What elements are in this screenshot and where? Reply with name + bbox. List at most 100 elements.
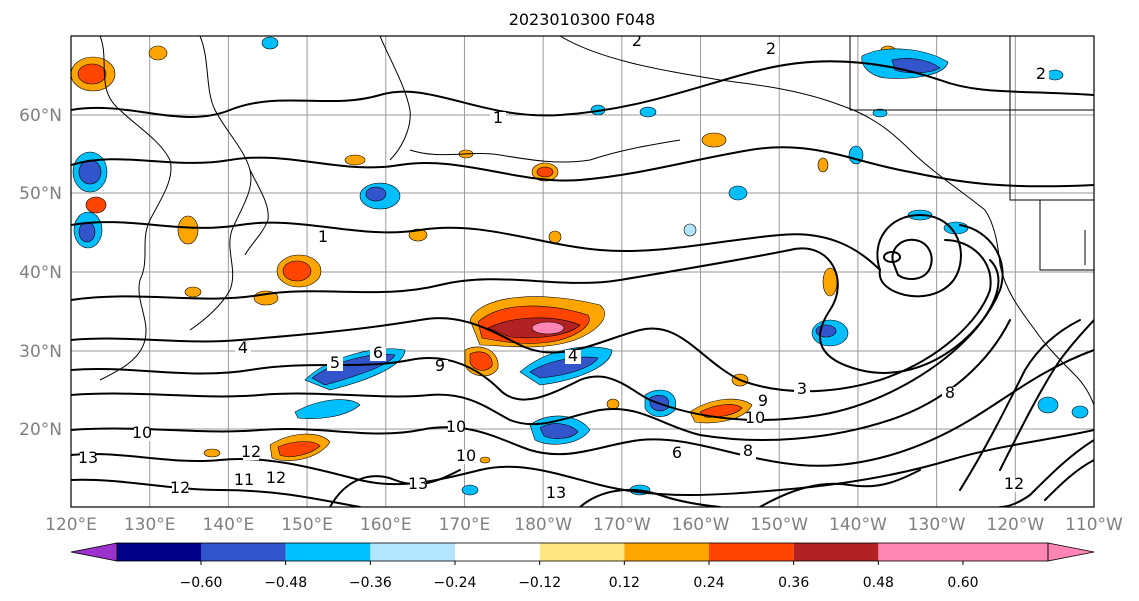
contour-label: 13 — [78, 448, 98, 467]
lon-label: 170°W — [593, 515, 651, 535]
colorbar-tick-label: 0.60 — [947, 575, 978, 591]
contour-label: 4 — [238, 338, 248, 357]
contour-label: 10 — [745, 408, 765, 427]
colorbar: −0.60 −0.48 −0.36 −0.24 −0.12 0.12 0.24 0.36 0.4… — [70, 542, 1095, 591]
contour-label: 12 — [266, 468, 286, 487]
colorbar-segment — [201, 543, 286, 561]
contour-label-halo — [942, 387, 958, 401]
contour-label: 2 — [1036, 64, 1046, 83]
longitude-axis: 120°E 130°E 140°E 150°E 160°E 170°E 180°W 170°W… — [45, 515, 1123, 535]
colorbar-tick-label: −0.24 — [434, 575, 477, 591]
contour-label-halo — [243, 446, 259, 460]
contour-label: 4 — [568, 346, 578, 365]
contour-label-halo — [548, 487, 564, 501]
contours — [71, 60, 1094, 507]
contour-label-halo — [315, 231, 331, 245]
contour-label-halo — [794, 383, 810, 397]
contour-label: 10 — [132, 423, 152, 442]
colorbar-tick-label: −0.48 — [264, 575, 307, 591]
contour-label-halo — [490, 112, 506, 126]
colorbar-extend-high — [1047, 542, 1095, 562]
lat-label-30n: 30°N — [19, 342, 62, 362]
contour-label: 2 — [766, 39, 776, 58]
contour-label: 5 — [330, 353, 340, 372]
contour-label-halo — [410, 478, 426, 492]
colorbar-segment — [370, 543, 455, 561]
contour-label: 13 — [408, 474, 428, 493]
colorbar-tick-label: 0.24 — [693, 575, 724, 591]
colorbar-tick-label: −0.36 — [349, 575, 392, 591]
contour-label-halo — [268, 472, 284, 486]
colorbar-tick-label: 0.48 — [863, 575, 894, 591]
contour-label: 6 — [373, 343, 383, 362]
latitude-axis: 60°N 50°N 40°N 30°N 20°N — [19, 106, 62, 440]
lon-label: 120°W — [986, 515, 1044, 535]
contour-label: 6 — [672, 443, 682, 462]
colorbar-tick-label: −0.60 — [180, 575, 223, 591]
colorbar-segment — [624, 543, 709, 561]
contour-label: 11 — [234, 470, 254, 489]
contour-label-halo — [1006, 478, 1022, 492]
contour-label: 1 — [318, 227, 328, 246]
contour-label-halo — [747, 412, 763, 426]
lon-label: 140°E — [203, 515, 255, 535]
lat-label-50n: 50°N — [19, 184, 62, 204]
lat-label-40n: 40°N — [19, 263, 62, 283]
lon-label: 150°W — [750, 515, 808, 535]
contour-label: 12 — [170, 478, 190, 497]
lon-label: 130°W — [908, 515, 966, 535]
colorbar-segment — [709, 543, 794, 561]
lon-label: 180°W — [514, 515, 572, 535]
colorbar-segment — [878, 543, 963, 561]
lon-label: 130°E — [124, 515, 176, 535]
colorbar-segment — [285, 543, 371, 561]
contour-label: 12 — [241, 442, 261, 461]
colorbar-segment — [963, 543, 1048, 561]
contour-label: 8 — [945, 383, 955, 402]
contour-label-halo — [370, 347, 386, 361]
contour-label-halo — [763, 43, 779, 57]
contour-label-halo — [172, 482, 188, 496]
lat-label-60n: 60°N — [19, 106, 62, 126]
contour-label: 12 — [1004, 474, 1024, 493]
contour-label: 2 — [632, 31, 642, 50]
contour-label: 10 — [446, 417, 466, 436]
lon-label: 150°E — [281, 515, 333, 535]
contour-label-halo — [327, 357, 343, 371]
contour-label-halo — [236, 474, 252, 488]
contour-label: 13 — [546, 483, 566, 502]
colorbar-tick-label: 0.36 — [778, 575, 809, 591]
contour-label-halo — [448, 421, 464, 435]
colorbar-tick-label: −0.12 — [518, 575, 561, 591]
colorbar-tick-label: 0.12 — [609, 575, 640, 591]
contour-label-halo — [755, 395, 771, 409]
colorbar-frame — [116, 542, 1049, 562]
contour-label: 8 — [743, 441, 753, 460]
lon-label: 120°E — [45, 515, 97, 535]
contour-label: 9 — [435, 356, 445, 375]
colorbar-segment — [455, 543, 540, 561]
contour-label: 1 — [493, 108, 503, 127]
lon-label: 140°W — [829, 515, 887, 535]
contour-label-halo — [565, 350, 581, 364]
lat-label-20n: 20°N — [19, 420, 62, 440]
contour-label-halo — [80, 452, 96, 466]
lon-label: 170°E — [439, 515, 491, 535]
colorbar-segment — [117, 543, 201, 561]
contour-label-halo — [235, 342, 251, 356]
contour-label-halo — [740, 445, 756, 459]
colorbar-segment — [539, 543, 625, 561]
lon-label: 160°W — [672, 515, 730, 535]
lon-label: 160°E — [360, 515, 412, 535]
colorbar-segment — [793, 543, 879, 561]
contour-label-halo — [629, 36, 645, 49]
map-frame — [70, 35, 1095, 508]
contour-label-halo — [1033, 68, 1049, 82]
contour-label: 9 — [758, 391, 768, 410]
colorbar-extend-low — [70, 542, 118, 562]
contour-label: 3 — [797, 379, 807, 398]
contour-label: 10 — [456, 446, 476, 465]
contour-label-halo — [669, 447, 685, 461]
